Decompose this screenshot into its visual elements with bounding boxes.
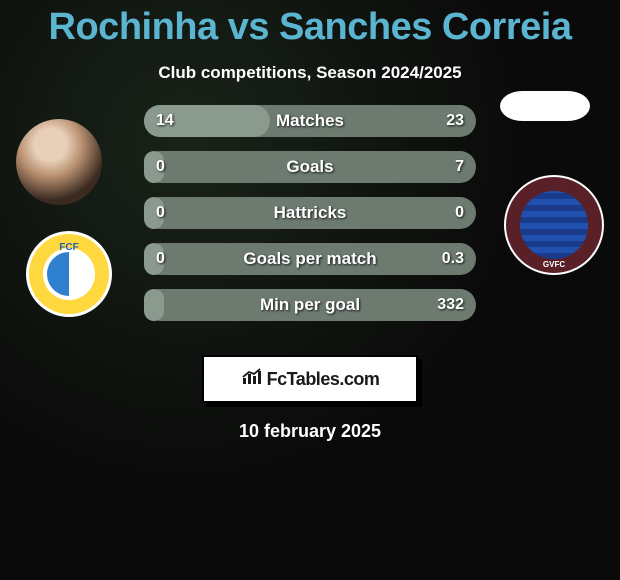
stat-left-value: 0 bbox=[156, 204, 165, 222]
stat-label: Goals bbox=[286, 157, 333, 177]
stat-label: Hattricks bbox=[274, 203, 347, 223]
stat-left-value: 0 bbox=[156, 158, 165, 176]
player-left-avatar bbox=[16, 119, 102, 205]
stat-bar: 14 Matches 23 bbox=[144, 105, 476, 137]
stat-left-value: 0 bbox=[156, 250, 165, 268]
stat-right-value: 7 bbox=[455, 158, 464, 176]
stats-area: 14 Matches 23 0 Goals 7 0 Hattricks 0 0 … bbox=[0, 105, 620, 345]
stat-label: Min per goal bbox=[260, 295, 360, 315]
chart-icon bbox=[241, 368, 263, 391]
stat-label: Goals per match bbox=[243, 249, 376, 269]
comparison-title: Rochinha vs Sanches Correia bbox=[49, 6, 572, 49]
brand-box[interactable]: FcTables.com bbox=[202, 355, 418, 403]
comparison-subtitle: Club competitions, Season 2024/2025 bbox=[158, 63, 461, 83]
club-right-badge bbox=[504, 175, 604, 275]
stat-left-value: 14 bbox=[156, 112, 174, 130]
stat-bar: 0 Hattricks 0 bbox=[144, 197, 476, 229]
stat-label: Matches bbox=[276, 111, 344, 131]
stat-right-value: 0 bbox=[455, 204, 464, 222]
stat-bar: Min per goal 332 bbox=[144, 289, 476, 321]
stat-right-value: 0.3 bbox=[442, 250, 464, 268]
comparison-date: 10 february 2025 bbox=[239, 421, 381, 442]
stat-bars: 14 Matches 23 0 Goals 7 0 Hattricks 0 0 … bbox=[144, 105, 476, 321]
brand-text: FcTables.com bbox=[267, 369, 380, 390]
player-right-avatar bbox=[500, 91, 590, 121]
stat-right-value: 332 bbox=[437, 296, 464, 314]
stat-bar: 0 Goals per match 0.3 bbox=[144, 243, 476, 275]
stat-right-value: 23 bbox=[446, 112, 464, 130]
stat-bar: 0 Goals 7 bbox=[144, 151, 476, 183]
stat-bar-fill bbox=[144, 289, 164, 321]
club-left-badge bbox=[26, 231, 112, 317]
